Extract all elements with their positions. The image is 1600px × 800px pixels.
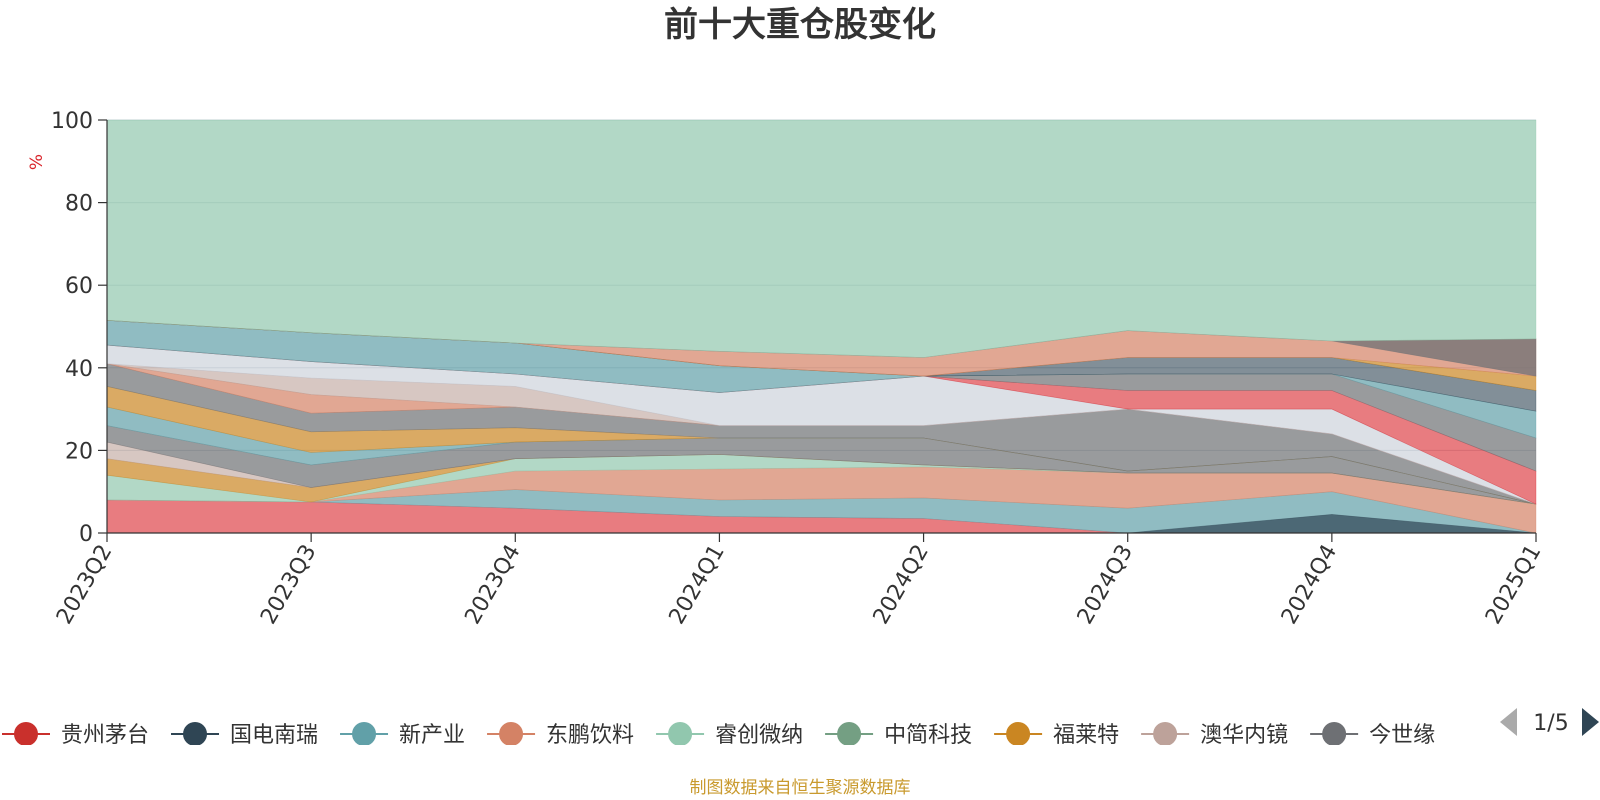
y-tick-label-0: 0 <box>79 522 93 547</box>
legend-label: 福莱特 <box>1053 723 1119 748</box>
y-tick-labels: 0 20 40 60 80 100 <box>51 109 93 547</box>
legend-label: 睿创微纳 <box>715 723 803 748</box>
y-tick-label-3: 60 <box>65 274 93 299</box>
legend-item-4[interactable]: 睿创微纳 <box>656 722 803 748</box>
y-tick-label-2: 40 <box>65 357 93 382</box>
legend-circle-icon <box>499 722 524 745</box>
legend-circle-icon <box>1153 722 1178 745</box>
legend-pager[interactable]: 1/5 <box>1500 708 1599 736</box>
x-tick-label-3: 2024Q1 <box>665 541 730 629</box>
legend-page-indicator: 1/5 <box>1533 711 1568 736</box>
x-tick-label-0: 2023Q2 <box>52 541 117 629</box>
x-tick-label-7: 2025Q1 <box>1481 541 1546 629</box>
y-axis-unit: % <box>27 154 47 170</box>
area-bands <box>106 119 1537 534</box>
legend-next-page-icon[interactable] <box>1582 708 1599 736</box>
x-tick-label-2: 2023Q4 <box>460 541 525 629</box>
legend-item-6[interactable]: 福莱特 <box>994 722 1119 748</box>
legend-circle-icon <box>1322 722 1347 745</box>
legend-item-7[interactable]: 澳华内镜 <box>1141 722 1288 748</box>
legend-label: 中简科技 <box>884 723 972 748</box>
legend-item-0[interactable]: 贵州茅台 <box>2 722 149 748</box>
area-band-21 <box>106 119 1537 358</box>
legend-prev-page-icon[interactable] <box>1500 708 1517 736</box>
x-tick-labels: 2023Q2 2023Q3 2023Q4 2024Q1 2024Q2 2024Q3 2024… <box>52 541 1546 629</box>
legend-item-1[interactable]: 国电南瑞 <box>171 722 318 748</box>
y-tick-label-1: 20 <box>65 439 93 464</box>
legend-circle-icon <box>352 722 377 745</box>
chart-title: 前十大重仓股变化 <box>664 5 936 45</box>
legend-item-5[interactable]: 中简科技 <box>825 722 972 748</box>
legend-circle-icon <box>668 722 693 745</box>
legend-label: 东鹏饮料 <box>546 723 634 748</box>
legend[interactable]: 贵州茅台 国电南瑞 新产业 东鹏饮料 睿创微纳 中简科技 福莱特 澳华内镜 今世缘 <box>2 722 1435 748</box>
legend-label: 国电南瑞 <box>230 723 318 748</box>
legend-label: 澳华内镜 <box>1200 723 1288 748</box>
axes <box>98 119 1537 542</box>
x-tick-label-4: 2024Q2 <box>869 541 934 629</box>
legend-label: 新产业 <box>399 723 465 748</box>
y-tick-label-5: 100 <box>51 109 93 134</box>
legend-circle-icon <box>183 722 208 745</box>
legend-item-3[interactable]: 东鹏饮料 <box>487 722 634 748</box>
legend-item-8[interactable]: 今世缘 <box>1310 722 1435 748</box>
source-note: 制图数据来自恒生聚源数据库 <box>690 778 911 798</box>
x-tick-label-5: 2024Q3 <box>1073 541 1138 629</box>
legend-label: 贵州茅台 <box>61 723 149 748</box>
x-tick-label-1: 2023Q3 <box>256 541 321 629</box>
legend-circle-icon <box>1006 722 1031 745</box>
legend-item-2[interactable]: 新产业 <box>340 722 465 748</box>
y-tick-label-4: 80 <box>65 192 93 217</box>
legend-label: 今世缘 <box>1369 723 1435 748</box>
legend-circle-icon <box>14 722 38 745</box>
legend-circle-icon <box>837 722 862 745</box>
x-tick-label-6: 2024Q4 <box>1277 541 1342 629</box>
